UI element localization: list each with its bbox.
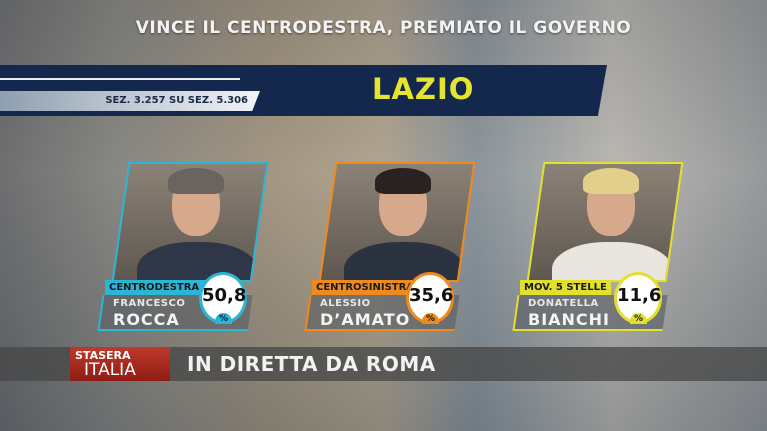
party-label: CENTRODESTRA bbox=[105, 280, 204, 295]
party-label: CENTROSINISTRA bbox=[312, 280, 419, 295]
region-title: LAZIO bbox=[372, 72, 475, 106]
candidate-photo bbox=[537, 164, 673, 282]
divider bbox=[0, 78, 240, 80]
candidate-card: CENTROSINISTRA ALESSIO D’AMATO 35,6 % bbox=[304, 162, 512, 332]
logo-top: STASERA bbox=[75, 349, 131, 362]
show-logo: STASERA ITALIA bbox=[70, 347, 170, 381]
percent-label: % bbox=[630, 313, 647, 324]
vote-share-badge: 50,8 % bbox=[199, 272, 247, 324]
headline: VINCE IL CENTRODESTRA, PREMIATO IL GOVER… bbox=[135, 18, 632, 38]
vote-share-value: 11,6 bbox=[617, 285, 662, 306]
first-name: FRANCESCO bbox=[113, 298, 186, 309]
first-name: ALESSIO bbox=[320, 298, 371, 309]
candidate-photo bbox=[122, 164, 258, 282]
percent-label: % bbox=[215, 313, 232, 324]
candidate-photo-frame bbox=[526, 162, 684, 282]
last-name: BIANCHI bbox=[528, 310, 611, 329]
vote-share-value: 50,8 bbox=[202, 285, 247, 306]
candidate-photo-frame bbox=[111, 162, 269, 282]
percent-label: % bbox=[422, 313, 439, 324]
sections-count: SEZ. 3.257 SU SEZ. 5.306 bbox=[0, 91, 260, 111]
last-name: D’AMATO bbox=[320, 310, 411, 329]
vote-share-badge: 35,6 % bbox=[406, 272, 454, 324]
vote-share-badge: 11,6 % bbox=[614, 272, 662, 324]
last-name: ROCCA bbox=[113, 310, 180, 329]
candidate-photo-frame bbox=[318, 162, 476, 282]
first-name: DONATELLA bbox=[528, 298, 599, 309]
vote-share-value: 35,6 bbox=[409, 285, 454, 306]
candidate-card: CENTRODESTRA FRANCESCO ROCCA 50,8 % bbox=[97, 162, 305, 332]
candidate-card: MOV. 5 STELLE DONATELLA BIANCHI 11,6 % bbox=[512, 162, 720, 332]
candidate-photo bbox=[329, 164, 465, 282]
party-label: MOV. 5 STELLE bbox=[520, 280, 611, 295]
ticker-text: IN DIRETTA DA ROMA bbox=[187, 352, 436, 376]
logo-bottom: ITALIA bbox=[84, 360, 136, 380]
